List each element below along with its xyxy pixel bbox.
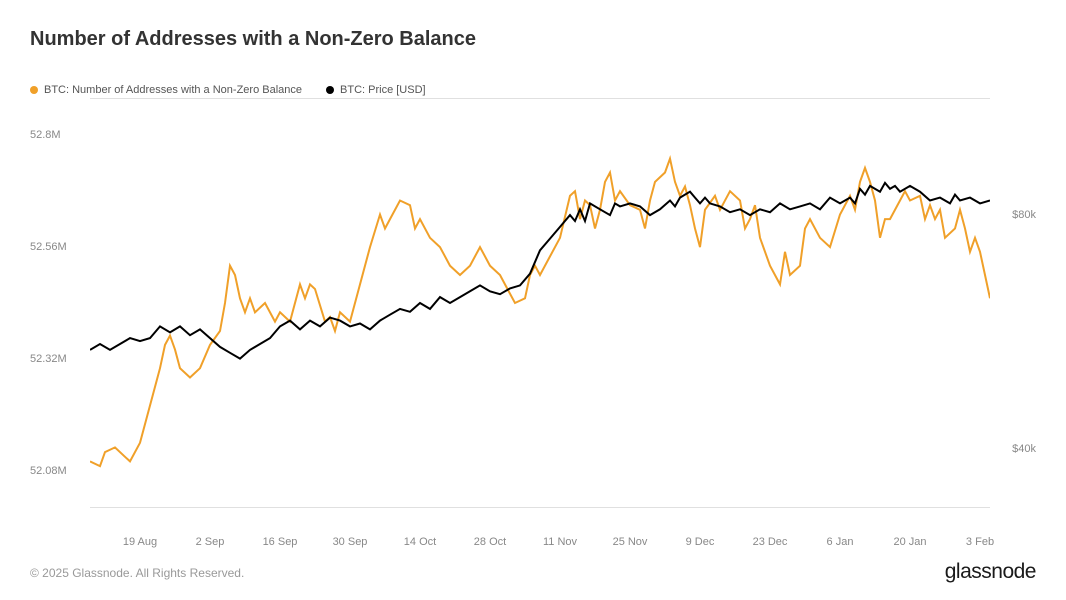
x-axis-label: 3 Feb: [966, 536, 994, 548]
legend-dot-2: [326, 86, 334, 94]
x-axis-label: 6 Jan: [827, 536, 854, 548]
x-axis-label: 11 Nov: [543, 536, 577, 548]
y-axis-left-label: 52.8M: [30, 129, 61, 141]
x-axis-label: 9 Dec: [686, 536, 715, 548]
y-axis-left-label: 52.56M: [30, 241, 67, 253]
x-axis-label: 28 Oct: [474, 536, 506, 548]
chart-area: 52.08M 52.32M 52.56M 52.8M $40k $80k 19 Aug 2 S…: [30, 98, 1036, 548]
y-axis-left-label: 52.08M: [30, 465, 67, 477]
x-axis-label: 25 Nov: [613, 536, 648, 548]
x-axis-label: 14 Oct: [404, 536, 436, 548]
plot-svg: [90, 98, 990, 508]
x-axis-label: 16 Sep: [263, 536, 298, 548]
x-axis-label: 20 Jan: [893, 536, 926, 548]
x-axis-label: 23 Dec: [753, 536, 788, 548]
x-axis-label: 19 Aug: [123, 536, 157, 548]
legend-dot-1: [30, 86, 38, 94]
y-axis-right-label: $80k: [1012, 209, 1036, 221]
legend-label-1: BTC: Number of Addresses with a Non-Zero…: [44, 84, 302, 96]
x-axis-label: 30 Sep: [333, 536, 368, 548]
copyright-text: © 2025 Glassnode. All Rights Reserved.: [30, 566, 244, 580]
y-axis-left-label: 52.32M: [30, 353, 67, 365]
brand-logo: glassnode: [945, 560, 1036, 584]
legend-item-price: BTC: Price [USD]: [326, 84, 426, 96]
chart-title: Number of Addresses with a Non-Zero Bala…: [30, 28, 476, 51]
x-axis-label: 2 Sep: [196, 536, 225, 548]
y-axis-right-label: $40k: [1012, 443, 1036, 455]
legend-label-2: BTC: Price [USD]: [340, 84, 426, 96]
legend: BTC: Number of Addresses with a Non-Zero…: [30, 84, 426, 96]
legend-item-addresses: BTC: Number of Addresses with a Non-Zero…: [30, 84, 302, 96]
